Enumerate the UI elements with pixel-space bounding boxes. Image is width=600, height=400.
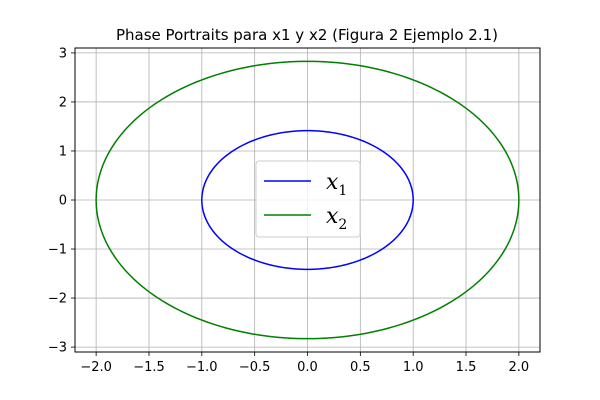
legend-label-subscript: 2	[338, 217, 347, 233]
y-tick-label: 2	[59, 95, 67, 110]
axis-ticks: −2.0 −1.5 −1.0 −0.5 0.0 0.5 1.0 1.5 2.0 −3 −2 −1 0 1 2…	[48, 46, 529, 375]
x-tick-label: 0.5	[350, 360, 371, 375]
legend-label-x2: x2	[326, 204, 347, 233]
series-curves	[95, 60, 520, 340]
legend-label-base: x	[326, 170, 339, 195]
legend-box	[255, 160, 361, 238]
x-tick-label: 2.0	[509, 360, 530, 375]
chart-title: Phase Portraits para x1 y x2 (Figura 2 E…	[116, 26, 498, 44]
series-x2-curve	[95, 60, 520, 340]
x-tick-label: 1.0	[403, 360, 424, 375]
x-tick-label: −1.0	[186, 360, 218, 375]
legend-label-base: x	[326, 204, 339, 229]
grid-lines	[75, 48, 540, 352]
series-x1-curve	[201, 129, 414, 271]
y-tick-label: −3	[48, 341, 67, 356]
y-tick-label: −1	[48, 243, 67, 258]
x-tick-label: −0.5	[239, 360, 271, 375]
x-tick-label: 0.0	[297, 360, 318, 375]
y-tick-label: 0	[59, 194, 67, 209]
y-tick-label: 3	[59, 46, 67, 61]
x-tick-label: −2.0	[80, 360, 112, 375]
x-tick-label: 1.5	[456, 360, 477, 375]
y-tick-label: −2	[48, 292, 67, 307]
x-tick-label: −1.5	[133, 360, 165, 375]
legend-label-x1: x1	[326, 170, 347, 199]
legend-label-subscript: 1	[338, 183, 347, 199]
y-tick-label: 1	[59, 144, 67, 159]
